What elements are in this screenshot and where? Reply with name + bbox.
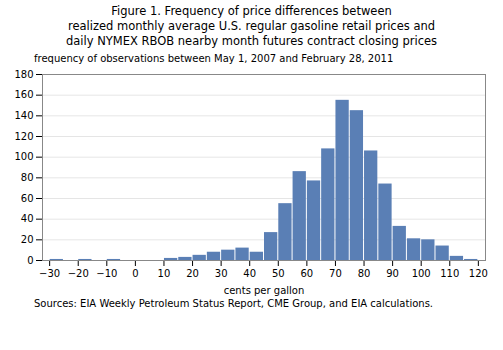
svg-text:cents per gallon: cents per gallon — [224, 284, 305, 295]
svg-text:50: 50 — [272, 267, 285, 278]
svg-text:40: 40 — [21, 213, 34, 224]
svg-text:140: 140 — [14, 110, 33, 121]
svg-text:100: 100 — [412, 267, 431, 278]
html-text:Figure 1. Frequency of price d: Figure 1. Frequency of price differences… — [66, 4, 437, 48]
svg-text:−20: −20 — [68, 267, 89, 278]
svg-text:60: 60 — [21, 193, 34, 204]
svg-text:120: 120 — [469, 267, 488, 278]
svg-text:30: 30 — [215, 267, 228, 278]
svg-text:40: 40 — [243, 267, 256, 278]
svg-text:120: 120 — [14, 131, 33, 142]
svg-text:160: 160 — [14, 89, 33, 100]
svg-text:−10: −10 — [96, 267, 117, 278]
svg-text:20: 20 — [21, 234, 34, 245]
svg-text:100: 100 — [14, 151, 33, 162]
svg-text:180: 180 — [14, 69, 33, 80]
svg-text:80: 80 — [358, 267, 371, 278]
svg-text:70: 70 — [329, 267, 342, 278]
svg-text:60: 60 — [301, 267, 314, 278]
svg-text:0: 0 — [132, 267, 138, 278]
svg-text:110: 110 — [440, 267, 459, 278]
svg-text:20: 20 — [186, 267, 199, 278]
html-text:Sources: EIA Weekly Petroleum: Sources: EIA Weekly Petroleum Status Rep… — [34, 297, 433, 309]
svg-text:80: 80 — [21, 172, 34, 183]
svg-text:10: 10 — [158, 267, 171, 278]
svg-text:0: 0 — [27, 255, 33, 266]
svg-text:90: 90 — [386, 267, 399, 278]
svg-text:−30: −30 — [39, 267, 60, 278]
html-text:frequency of observations betw: frequency of observations between May 1,… — [34, 52, 394, 64]
